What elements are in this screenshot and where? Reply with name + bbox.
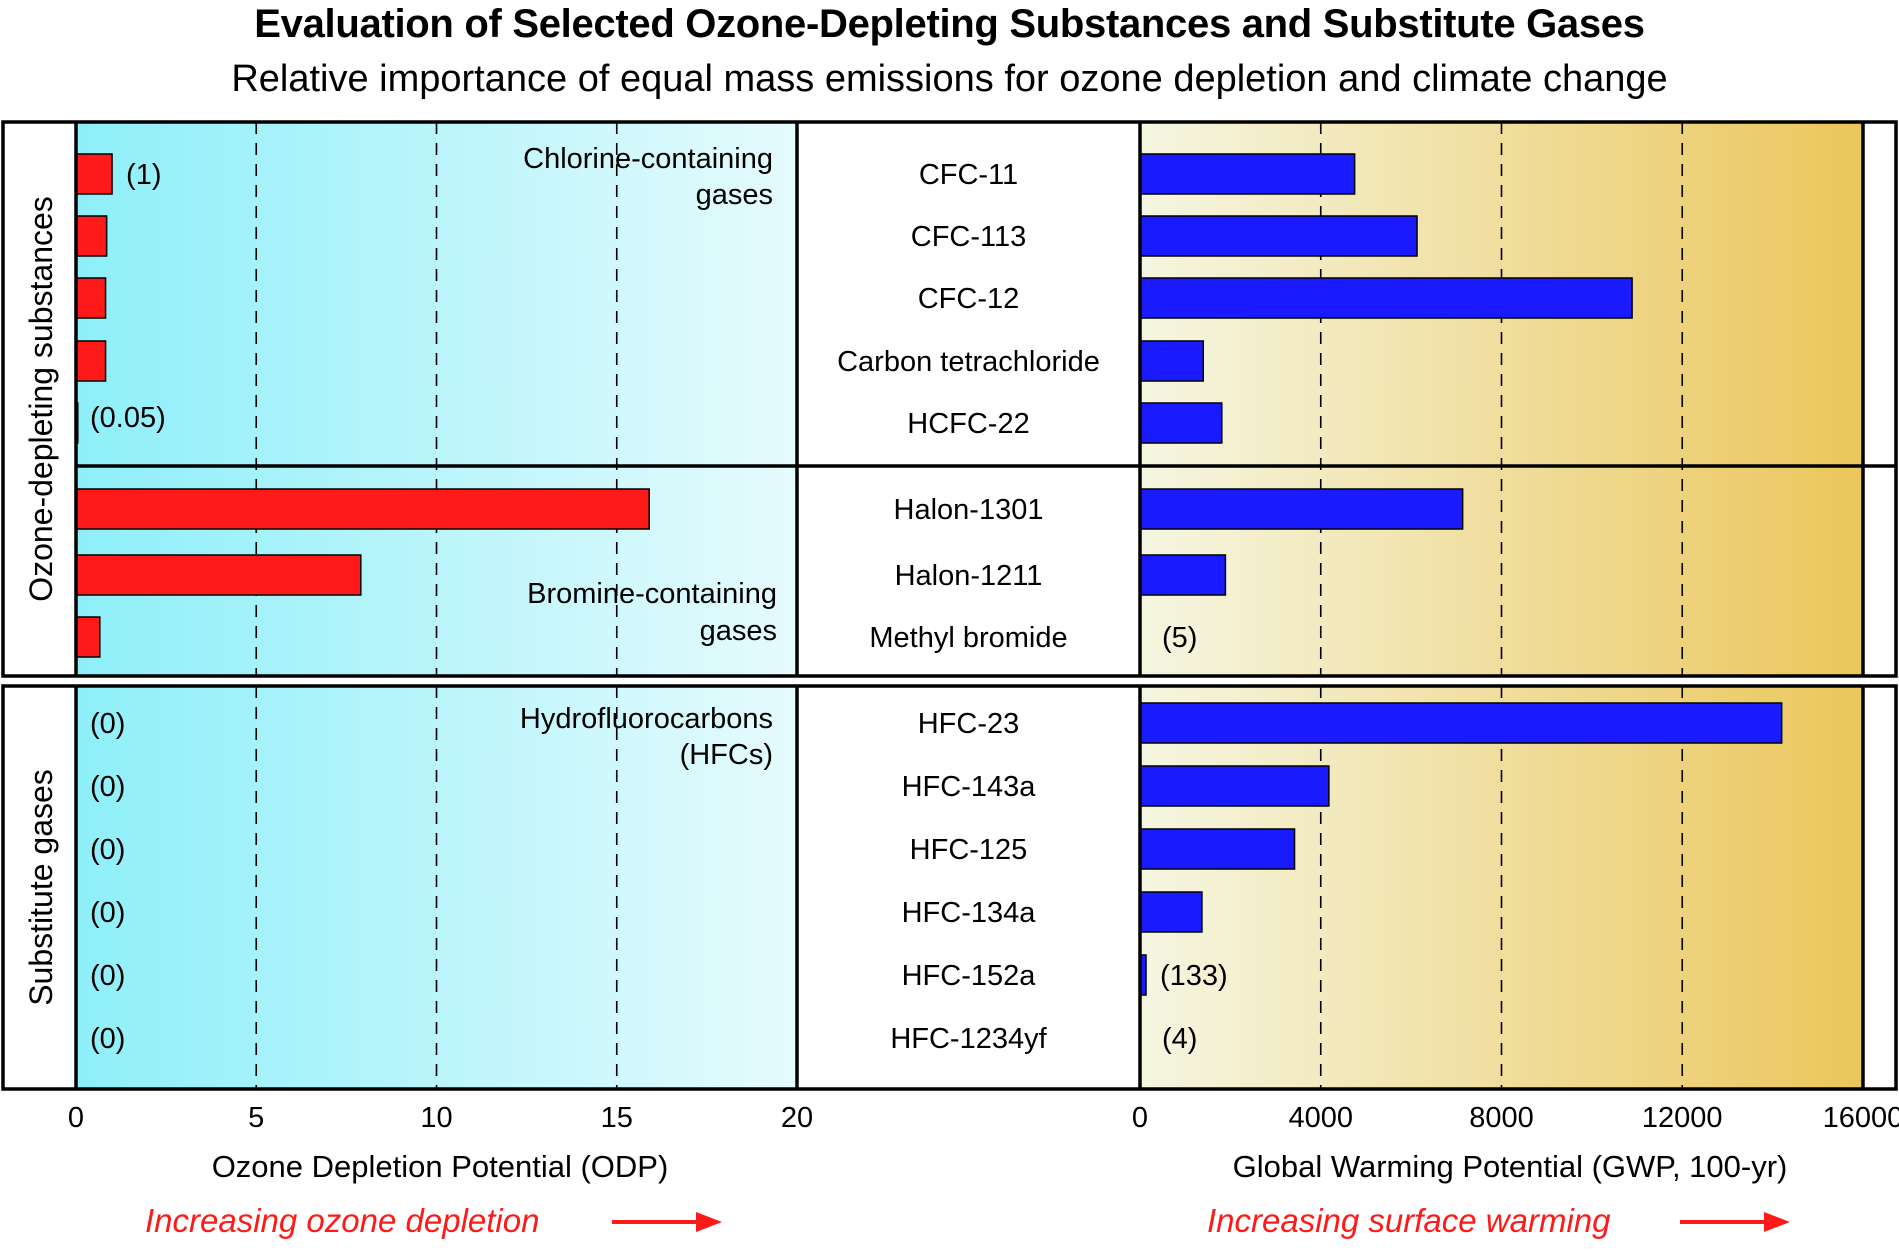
gwp-bar	[1139, 277, 1633, 319]
gwp-value-label: (4)	[1162, 1023, 1197, 1055]
category-label-bromine: Bromine-containing	[527, 578, 777, 610]
gas-name-label: CFC-113	[911, 221, 1027, 253]
group-label-substitutes: Substitute gases	[23, 769, 59, 1006]
gwp-bar	[1139, 554, 1227, 596]
odp-bar	[75, 153, 113, 195]
gas-name-label: CFC-12	[918, 283, 1020, 315]
gwp-value-label: (133)	[1160, 960, 1228, 992]
gas-name-label: HFC-1234yf	[890, 1023, 1047, 1055]
gas-name-label: Methyl bromide	[869, 622, 1067, 654]
gas-name-label: HFC-23	[918, 708, 1020, 740]
odp-bar	[75, 488, 650, 530]
odp-arrow-caption: Increasing ozone depletion	[145, 1202, 539, 1239]
gas-name-label: CFC-11	[919, 159, 1018, 191]
odp-arrow-head	[696, 1212, 722, 1232]
gwp-bar	[1139, 702, 1783, 744]
gwp-bar	[1139, 215, 1418, 257]
gwp-bar	[1139, 488, 1464, 530]
gwp-bar	[1139, 340, 1205, 382]
gas-name-label: HFC-134a	[902, 897, 1037, 929]
gwp-bar	[1139, 891, 1203, 933]
gas-name-label: Halon-1301	[894, 494, 1044, 526]
panel-frame	[1, 120, 1898, 678]
category-label-hfc: Hydrofluorocarbons	[520, 703, 773, 735]
category-label-chlorine: Chlorine-containing	[523, 143, 773, 175]
gwp-bar	[1139, 153, 1356, 195]
gwp-tick-label: 8000	[1469, 1102, 1534, 1134]
odp-value-label: (0)	[90, 897, 125, 929]
gas-name-label: HFC-152a	[902, 960, 1037, 992]
gwp-tick-label: 12000	[1642, 1102, 1723, 1134]
odp-value-label: (0)	[90, 708, 125, 740]
odp-value-label: (0)	[90, 771, 125, 803]
gas-name-label: Carbon tetrachloride	[837, 346, 1100, 378]
gas-name-label: HFC-143a	[902, 771, 1037, 803]
odp-bar	[75, 340, 107, 382]
odp-value-label: (0)	[90, 834, 125, 866]
gwp-tick-label: 16000	[1823, 1102, 1899, 1134]
gwp-bar	[1139, 828, 1296, 870]
category-label-chlorine: gases	[696, 179, 773, 211]
gwp-bar	[1139, 765, 1330, 807]
odp-tick-label: 10	[420, 1102, 452, 1134]
gwp-value-label: (5)	[1162, 622, 1197, 654]
odp-value-label: (1)	[126, 159, 161, 191]
gwp-arrow-caption: Increasing surface warming	[1207, 1202, 1611, 1239]
gas-name-label: HCFC-22	[907, 408, 1029, 440]
odp-value-label: (0.05)	[90, 402, 166, 434]
odp-bar	[75, 215, 108, 257]
odp-tick-label: 20	[781, 1102, 813, 1134]
odp-bar	[75, 616, 101, 658]
odp-tick-label: 15	[601, 1102, 633, 1134]
gwp-bar	[1139, 402, 1223, 444]
gwp-tick-label: 4000	[1288, 1102, 1353, 1134]
panel-frame	[1, 684, 1898, 1091]
odp-tick-label: 0	[68, 1102, 84, 1134]
chart-title: Evaluation of Selected Ozone-Depleting S…	[254, 2, 1645, 46]
category-label-hfc: (HFCs)	[680, 739, 773, 771]
gas-name-label: HFC-125	[910, 834, 1028, 866]
odp-bar	[75, 554, 362, 596]
gwp-arrow-head	[1764, 1212, 1790, 1232]
gwp-tick-label: 0	[1132, 1102, 1148, 1134]
category-label-bromine: gases	[700, 615, 777, 647]
odp-axis-title: Ozone Depletion Potential (ODP)	[212, 1149, 669, 1184]
chart-subtitle: Relative importance of equal mass emissi…	[231, 58, 1668, 100]
odp-tick-label: 5	[248, 1102, 264, 1134]
gwp-axis-title: Global Warming Potential (GWP, 100-yr)	[1233, 1149, 1788, 1184]
odp-bar	[75, 277, 107, 319]
odp-value-label: (0)	[90, 960, 125, 992]
gas-name-label: Halon-1211	[895, 560, 1043, 592]
odp-value-label: (0)	[90, 1023, 125, 1055]
group-label-ods: Ozone-depleting substances	[23, 196, 59, 602]
